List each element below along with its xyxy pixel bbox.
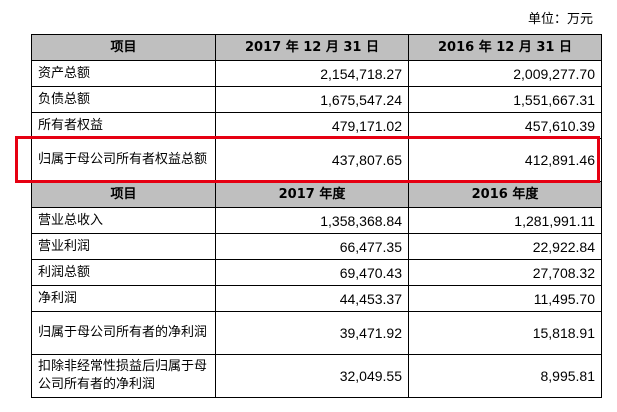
row-label: 营业总收入 (31, 207, 216, 234)
value-2016: 2,009,277.70 (408, 60, 602, 87)
value-2017: 1,358,368.84 (215, 207, 409, 234)
row-label: 利润总额 (31, 259, 216, 286)
row-label: 净利润 (31, 285, 216, 312)
value-2017: 69,470.43 (215, 259, 409, 286)
income-header-row: 项目 2017 年度 2016 年度 (31, 181, 602, 208)
value-2016: 1,281,991.11 (408, 207, 602, 234)
value-2017: 479,171.02 (215, 112, 409, 139)
row-label: 归属于母公司所有者的净利润 (31, 311, 216, 355)
table-row: 归属于母公司所有者的净利润 39,471.92 15,818.91 (31, 311, 602, 355)
row-label: 资产总额 (31, 60, 216, 87)
header-2016-year: 2016 年度 (408, 181, 602, 208)
header-2017-year: 2017 年度 (215, 181, 409, 208)
value-2017: 437,807.65 (215, 138, 409, 182)
header-item: 项目 (31, 181, 216, 208)
table-row: 利润总额 69,470.43 27,708.32 (31, 259, 602, 286)
value-2017: 39,471.92 (215, 311, 409, 355)
header-item: 项目 (31, 34, 216, 61)
row-label: 所有者权益 (31, 112, 216, 139)
table-row-highlighted: 归属于母公司所有者权益总额 437,807.65 412,891.46 (31, 138, 602, 182)
value-2017: 2,154,718.27 (215, 60, 409, 87)
row-label: 营业利润 (31, 233, 216, 260)
table-row: 营业利润 66,477.35 22,922.84 (31, 233, 602, 260)
value-2016: 457,610.39 (408, 112, 602, 139)
table-row: 资产总额 2,154,718.27 2,009,277.70 (31, 60, 602, 87)
value-2016: 15,818.91 (408, 311, 602, 355)
financial-summary-table: 项目 2017 年 12 月 31 日 2016 年 12 月 31 日 资产总… (31, 34, 602, 398)
value-2016: 1,551,667.31 (408, 86, 602, 113)
value-2017: 1,675,547.24 (215, 86, 409, 113)
table-row: 负债总额 1,675,547.24 1,551,667.31 (31, 86, 602, 113)
table-row: 扣除非经常性损益后归属于母公司所有者的净利润 32,049.55 8,995.8… (31, 354, 602, 398)
header-2016-date: 2016 年 12 月 31 日 (408, 34, 602, 61)
value-2017: 44,453.37 (215, 285, 409, 312)
value-2017: 66,477.35 (215, 233, 409, 260)
table-row: 所有者权益 479,171.02 457,610.39 (31, 112, 602, 139)
table-row: 营业总收入 1,358,368.84 1,281,991.11 (31, 207, 602, 234)
value-2016: 412,891.46 (408, 138, 602, 182)
header-2017-date: 2017 年 12 月 31 日 (215, 34, 409, 61)
table-row: 净利润 44,453.37 11,495.70 (31, 285, 602, 312)
row-label: 扣除非经常性损益后归属于母公司所有者的净利润 (31, 354, 216, 398)
value-2016: 8,995.81 (408, 354, 602, 398)
balance-header-row: 项目 2017 年 12 月 31 日 2016 年 12 月 31 日 (31, 34, 602, 61)
row-label: 归属于母公司所有者权益总额 (31, 138, 216, 182)
row-label: 负债总额 (31, 86, 216, 113)
unit-note: 单位：万元 (527, 12, 593, 27)
value-2016: 22,922.84 (408, 233, 602, 260)
value-2017: 32,049.55 (215, 354, 409, 398)
value-2016: 27,708.32 (408, 259, 602, 286)
value-2016: 11,495.70 (408, 285, 602, 312)
